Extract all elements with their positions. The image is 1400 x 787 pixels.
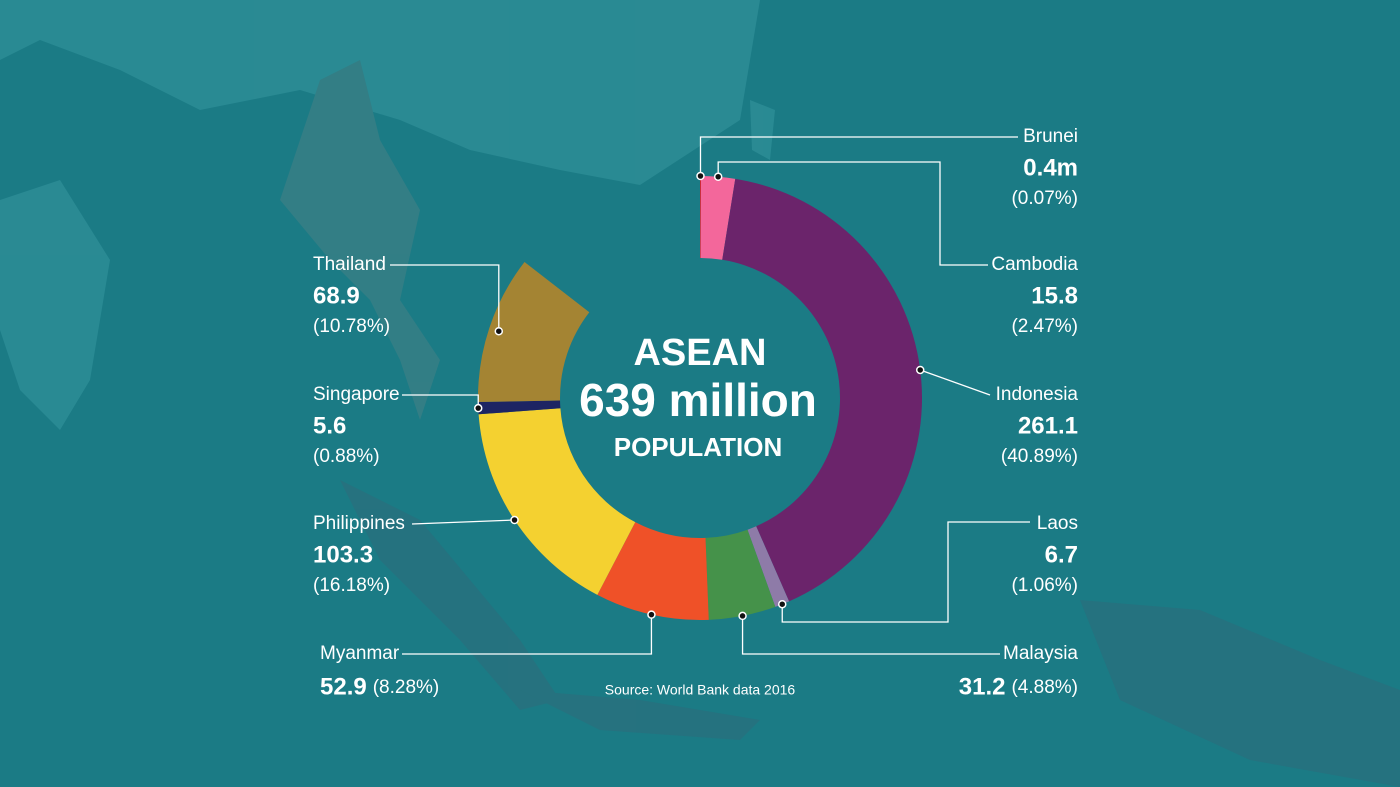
leader-line	[390, 264, 500, 332]
category-label: Cambodia	[991, 254, 1078, 275]
category-label: Brunei	[1023, 126, 1078, 147]
donut-segment	[700, 176, 701, 259]
category-label: Myanmar	[320, 643, 400, 664]
category-label: Philippines	[313, 513, 405, 534]
category-label: Malaysia	[1003, 643, 1078, 664]
donut-segment	[478, 408, 636, 595]
leader-line	[402, 394, 479, 409]
leader-line	[699, 136, 1018, 177]
leader-line	[402, 614, 653, 655]
value-label: 15.8	[1031, 282, 1078, 309]
donut-segment	[722, 178, 923, 602]
donut-segment	[478, 262, 590, 403]
leader-dot	[494, 326, 504, 336]
percent-label: (1.06%)	[1011, 575, 1078, 596]
percent-label: (8.28%)	[373, 677, 440, 698]
category-label: Laos	[1037, 513, 1078, 534]
donut-segment	[478, 400, 561, 415]
leader-line	[717, 161, 988, 266]
center-subtitle: POPULATION	[614, 432, 783, 462]
leader-line	[411, 519, 515, 525]
donut-segment	[705, 529, 776, 620]
leader-dot	[915, 365, 925, 375]
percent-label: (2.47%)	[1011, 316, 1078, 337]
value-label: 103.3	[313, 541, 373, 568]
labels: Brunei 0.4m (0.07%) Cambodia 15.8 (2.47%) Indo…	[313, 126, 1078, 700]
percent-label: (10.78%)	[313, 316, 390, 337]
leader-line	[741, 615, 1000, 655]
leader-dot	[696, 171, 705, 181]
leader-dot	[473, 403, 483, 413]
center-value: 639 million	[579, 374, 817, 426]
value-label: 31.2	[959, 673, 1006, 700]
donut-segment	[747, 526, 790, 607]
donut-segment	[700, 176, 736, 260]
category-label: Thailand	[313, 254, 386, 275]
value-label: 52.9	[320, 673, 367, 700]
value-label: 0.4m	[1023, 154, 1078, 181]
leader-dot	[777, 599, 787, 609]
leader-line	[781, 521, 1030, 623]
source: Source: World Bank data 2016	[605, 682, 796, 698]
percent-label: (4.88%)	[1011, 677, 1078, 698]
percent-label: (40.89%)	[1001, 446, 1078, 467]
leader-dot	[510, 515, 519, 525]
leader-dot	[713, 172, 723, 181]
category-label: Singapore	[313, 384, 400, 405]
value-label: 5.6	[313, 412, 346, 439]
value-label: 68.9	[313, 282, 360, 309]
donut-segment	[597, 522, 709, 620]
percent-label: (16.18%)	[313, 575, 390, 596]
leader-dot	[738, 611, 747, 621]
value-label: 261.1	[1018, 412, 1078, 439]
percent-label: (0.88%)	[313, 446, 380, 467]
percent-label: (0.07%)	[1011, 188, 1078, 209]
center-title: ASEAN	[633, 332, 766, 374]
donut	[478, 176, 923, 620]
leader-dot	[647, 610, 656, 619]
category-label: Indonesia	[996, 384, 1079, 405]
leader-line	[920, 369, 991, 396]
value-label: 6.7	[1045, 541, 1078, 568]
